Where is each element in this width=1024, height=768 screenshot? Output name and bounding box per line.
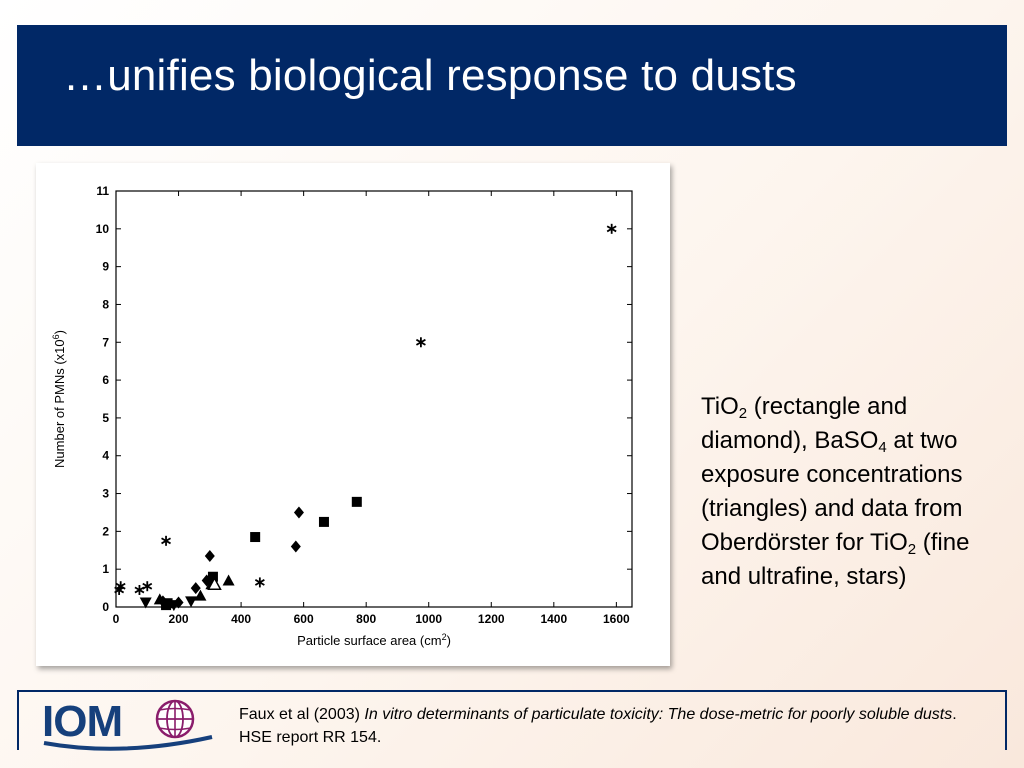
iom-logo: IOM <box>42 695 222 753</box>
data-point-star-2 <box>134 584 145 595</box>
x-tick-label-1: 200 <box>169 612 189 626</box>
y-axis-label: Number of PMNs (x106) <box>51 330 67 468</box>
chart-description: TiO2 (rectangle and diamond), BaSO4 at t… <box>701 393 970 590</box>
title-bar: …unifies biological response to dusts <box>17 25 1007 146</box>
citation: Faux et al (2003) In vitro determinants … <box>239 706 957 746</box>
x-axis-label: Particle surface area (cm2) <box>297 632 451 648</box>
axes <box>115 190 633 608</box>
data-point-diamond-2 <box>190 582 201 595</box>
y-tick-label-10: 10 <box>96 222 110 236</box>
y-tick-label-8: 8 <box>102 297 109 311</box>
data-point-triangle-up-3 <box>222 574 235 586</box>
data-point-square-1 <box>162 598 173 609</box>
y-tick-label-2: 2 <box>102 524 109 538</box>
data-point-diamond-6 <box>293 506 304 519</box>
y-tick-label-9: 9 <box>102 260 109 274</box>
scatter-chart: 0 200 400 600 800 1000 1200 1400 1600 0 1 2 3 4 5 6 7 8 9 1… <box>36 163 670 666</box>
data-point-triangle-up-1 <box>194 589 207 601</box>
footer-left-border <box>17 690 19 750</box>
y-tick-label-11: 11 <box>96 184 109 198</box>
x-tick-label-6: 1200 <box>478 612 505 626</box>
logo-swoosh <box>43 735 213 751</box>
data-point-diamond-5 <box>290 540 301 553</box>
x-tick-label-3: 600 <box>294 612 314 626</box>
x-tick-label-2: 400 <box>231 612 251 626</box>
data-point-square-5 <box>351 496 362 507</box>
globe-icon <box>155 699 195 739</box>
data-point-triangle-down-0 <box>139 597 152 609</box>
data-point-triangle-down-2 <box>185 596 198 608</box>
data-point-star-4 <box>161 535 171 546</box>
y-tick-label-1: 1 <box>102 562 109 576</box>
slide-title: …unifies biological response to dusts <box>63 51 797 100</box>
tick-labels: 0 200 400 600 800 1000 1200 1400 1600 0 1 2 3 4 5 6 7 8 9 1… <box>96 184 630 626</box>
chart-canvas: 0 200 400 600 800 1000 1200 1400 1600 0 1 2 3 4 5 6 7 8 9 1… <box>51 184 633 648</box>
y-tick-label-0: 0 <box>102 600 109 614</box>
y-tick-label-4: 4 <box>102 449 109 463</box>
data-point-square-4 <box>318 516 329 527</box>
logo-wordmark: IOM <box>42 697 123 746</box>
data-point-diamond-4 <box>204 549 215 562</box>
y-tick-label-5: 5 <box>102 411 109 425</box>
y-tick-label-7: 7 <box>102 335 109 349</box>
data-point-square-2 <box>207 571 218 582</box>
x-tick-label-8: 1600 <box>603 612 630 626</box>
x-tick-label-0: 0 <box>113 612 120 626</box>
data-point-triangle-up-0 <box>153 593 166 605</box>
x-tick-label-4: 800 <box>356 612 376 626</box>
y-tick-label-6: 6 <box>102 373 109 387</box>
x-tick-label-7: 1400 <box>540 612 567 626</box>
data-points <box>114 223 617 612</box>
data-point-star-1 <box>115 581 126 592</box>
footer-right-border <box>1005 690 1007 750</box>
data-point-square-3 <box>250 532 261 543</box>
plot-frame <box>115 190 633 608</box>
data-point-star-5 <box>254 577 265 588</box>
y-tick-label-3: 3 <box>102 487 109 501</box>
footer-divider <box>17 690 1007 692</box>
data-point-star-3 <box>142 581 153 592</box>
data-point-triangle-up-open-0 <box>207 576 222 591</box>
x-tick-label-5: 1000 <box>415 612 442 626</box>
data-point-star-7 <box>606 223 617 234</box>
data-point-star-6 <box>415 337 426 348</box>
data-point-triangle-down-1 <box>167 600 180 612</box>
